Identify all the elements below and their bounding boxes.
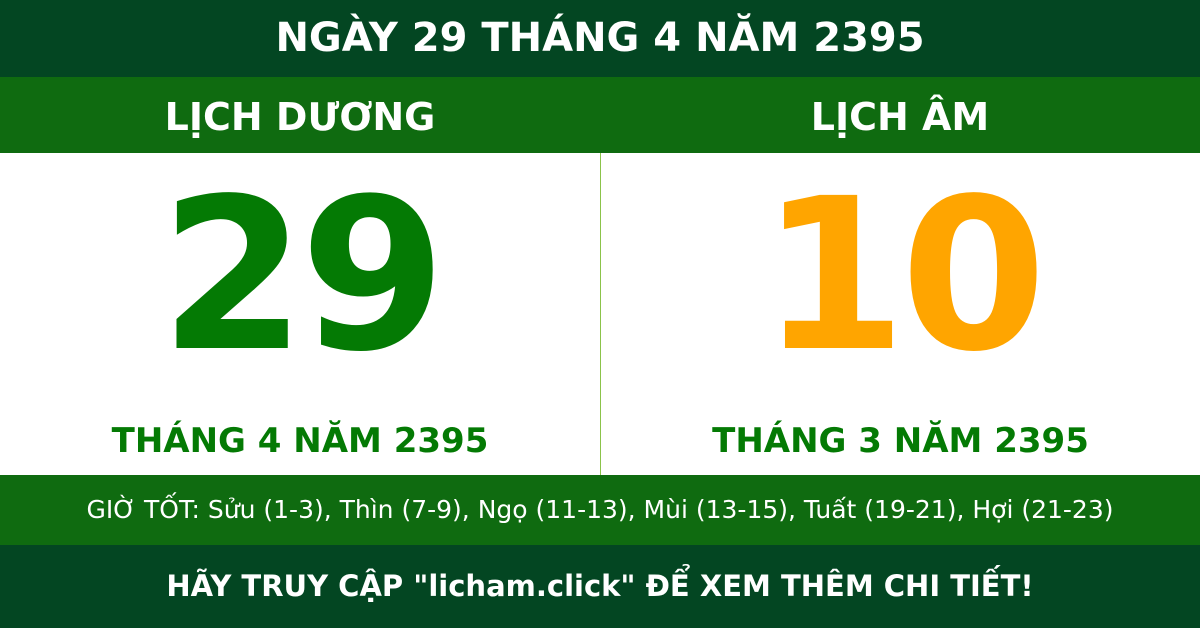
lunar-month-year: THÁNG 3 NĂM 2395 [712,421,1089,461]
solar-month-year: THÁNG 4 NĂM 2395 [111,421,489,461]
solar-label: LỊCH DƯƠNG [164,95,436,139]
lunar-label: LỊCH ÂM [810,95,990,139]
calendar-headers: LỊCH DƯƠNG LỊCH ÂM [0,77,1200,153]
lunar-day: 10 [760,153,1046,398]
lunar-panel: 10 THÁNG 3 NĂM 2395 [600,153,1200,475]
footer-cta: HÃY TRUY CẬP "licham.click" ĐỂ XEM THÊM … [0,545,1200,628]
solar-day: 29 [159,153,446,398]
solar-panel: 29 THÁNG 4 NĂM 2395 [0,153,600,475]
page-title: NGÀY 29 THÁNG 4 NĂM 2395 [0,0,1200,77]
good-hours: GIỜ TỐT: Sửu (1-3), Thìn (7-9), Ngọ (11-… [0,475,1200,545]
